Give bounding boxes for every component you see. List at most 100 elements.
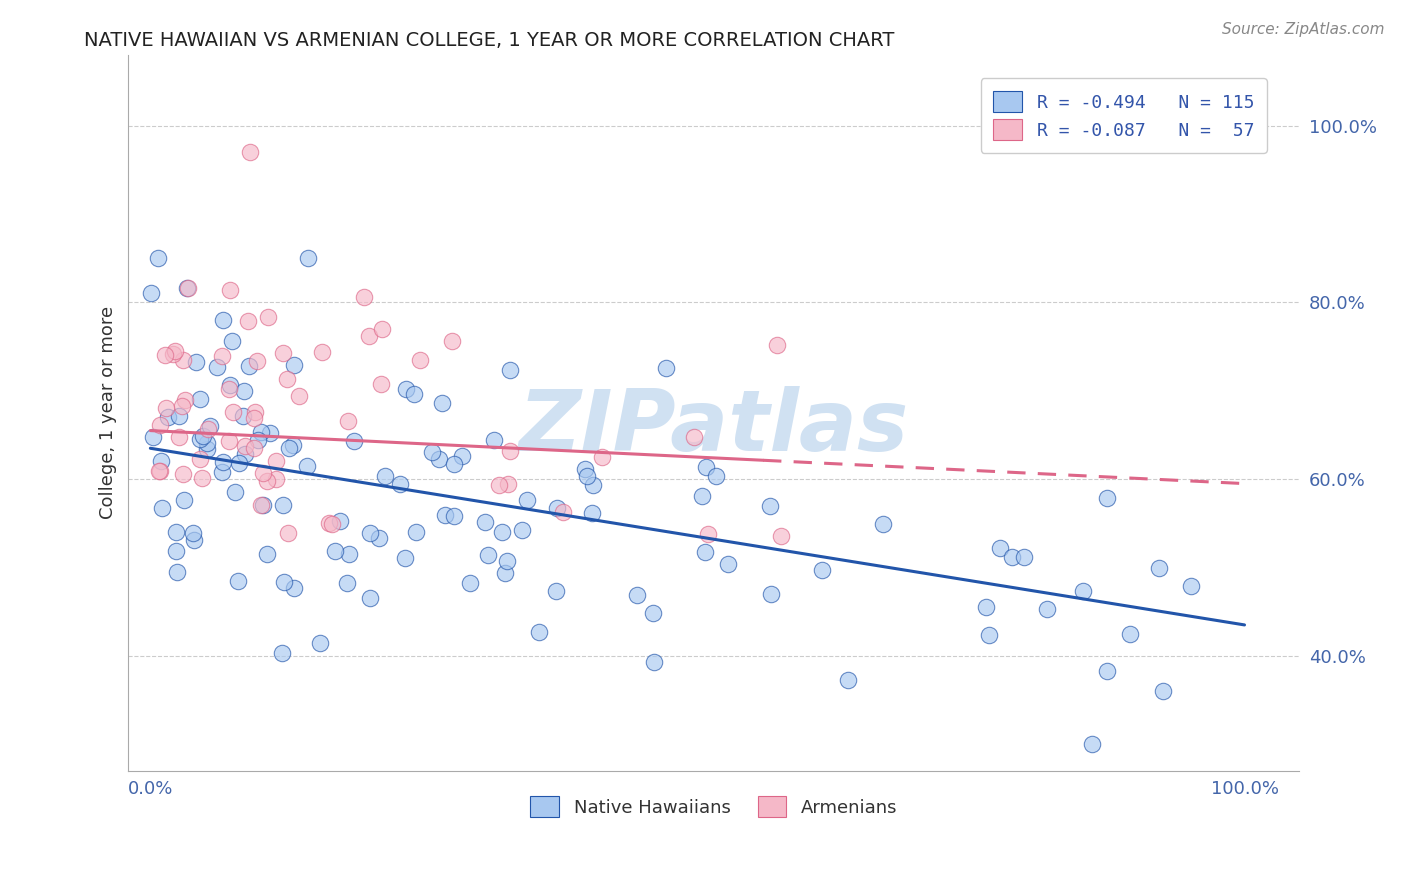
- Point: [402, 387, 425, 401]
- Point: [297, 252, 319, 266]
- Point: [405, 524, 427, 539]
- Point: [974, 600, 997, 615]
- Point: [546, 501, 568, 516]
- Point: [427, 452, 450, 467]
- Point: [1095, 664, 1118, 678]
- Point: [769, 529, 792, 543]
- Point: [434, 508, 457, 522]
- Point: [1035, 602, 1057, 616]
- Point: [1001, 549, 1024, 564]
- Point: [488, 478, 510, 492]
- Point: [172, 353, 194, 368]
- Point: [238, 359, 260, 373]
- Point: [184, 355, 207, 369]
- Point: [166, 565, 188, 579]
- Point: [259, 426, 281, 441]
- Point: [232, 409, 254, 423]
- Point: [499, 443, 522, 458]
- Point: [643, 607, 665, 621]
- Point: [695, 460, 717, 475]
- Point: [252, 498, 274, 512]
- Point: [576, 469, 599, 483]
- Point: [273, 575, 295, 590]
- Point: [872, 517, 894, 532]
- Point: [276, 372, 298, 386]
- Point: [309, 636, 332, 650]
- Point: [394, 551, 416, 566]
- Point: [228, 456, 250, 470]
- Point: [222, 404, 245, 418]
- Point: [1095, 491, 1118, 506]
- Point: [988, 541, 1011, 555]
- Point: [359, 525, 381, 540]
- Point: [460, 575, 482, 590]
- Point: [443, 508, 465, 523]
- Point: [277, 526, 299, 541]
- Point: [218, 434, 240, 448]
- Point: [183, 533, 205, 548]
- Point: [181, 525, 204, 540]
- Text: NATIVE HAWAIIAN VS ARMENIAN COLLEGE, 1 YEAR OR MORE CORRELATION CHART: NATIVE HAWAIIAN VS ARMENIAN COLLEGE, 1 Y…: [84, 31, 894, 50]
- Point: [195, 435, 218, 450]
- Point: [266, 454, 288, 468]
- Point: [264, 472, 287, 486]
- Point: [337, 547, 360, 561]
- Point: [256, 547, 278, 561]
- Point: [544, 583, 567, 598]
- Point: [252, 467, 274, 481]
- Point: [188, 451, 211, 466]
- Point: [236, 314, 259, 328]
- Point: [233, 447, 256, 461]
- Point: [343, 434, 366, 448]
- Point: [811, 564, 834, 578]
- Point: [150, 501, 173, 516]
- Point: [277, 442, 299, 456]
- Point: [295, 458, 318, 473]
- Point: [165, 343, 187, 358]
- Point: [655, 361, 678, 376]
- Point: [1118, 626, 1140, 640]
- Point: [149, 418, 172, 433]
- Point: [515, 493, 537, 508]
- Point: [165, 543, 187, 558]
- Point: [219, 284, 242, 298]
- Point: [443, 457, 465, 471]
- Point: [218, 382, 240, 396]
- Point: [1080, 737, 1102, 751]
- Point: [191, 429, 214, 443]
- Point: [499, 363, 522, 377]
- Point: [233, 384, 256, 399]
- Point: [173, 492, 195, 507]
- Point: [283, 581, 305, 595]
- Point: [1152, 684, 1174, 698]
- Point: [211, 349, 233, 363]
- Point: [759, 499, 782, 513]
- Point: [212, 313, 235, 327]
- Point: [141, 285, 163, 300]
- Point: [482, 433, 505, 447]
- Point: [389, 476, 412, 491]
- Point: [288, 389, 311, 403]
- Point: [357, 329, 380, 343]
- Point: [197, 422, 219, 436]
- Point: [440, 334, 463, 349]
- Point: [224, 484, 246, 499]
- Point: [759, 587, 782, 601]
- Point: [148, 464, 170, 478]
- Point: [696, 527, 718, 541]
- Point: [172, 467, 194, 481]
- Point: [257, 310, 280, 324]
- Point: [359, 591, 381, 606]
- Point: [643, 655, 665, 669]
- Point: [574, 462, 596, 476]
- Point: [370, 376, 392, 391]
- Point: [188, 392, 211, 406]
- Point: [432, 396, 454, 410]
- Point: [325, 544, 347, 558]
- Point: [1180, 579, 1202, 593]
- Point: [156, 409, 179, 424]
- Point: [242, 411, 264, 425]
- Point: [211, 465, 233, 479]
- Point: [176, 281, 198, 295]
- Point: [581, 478, 603, 492]
